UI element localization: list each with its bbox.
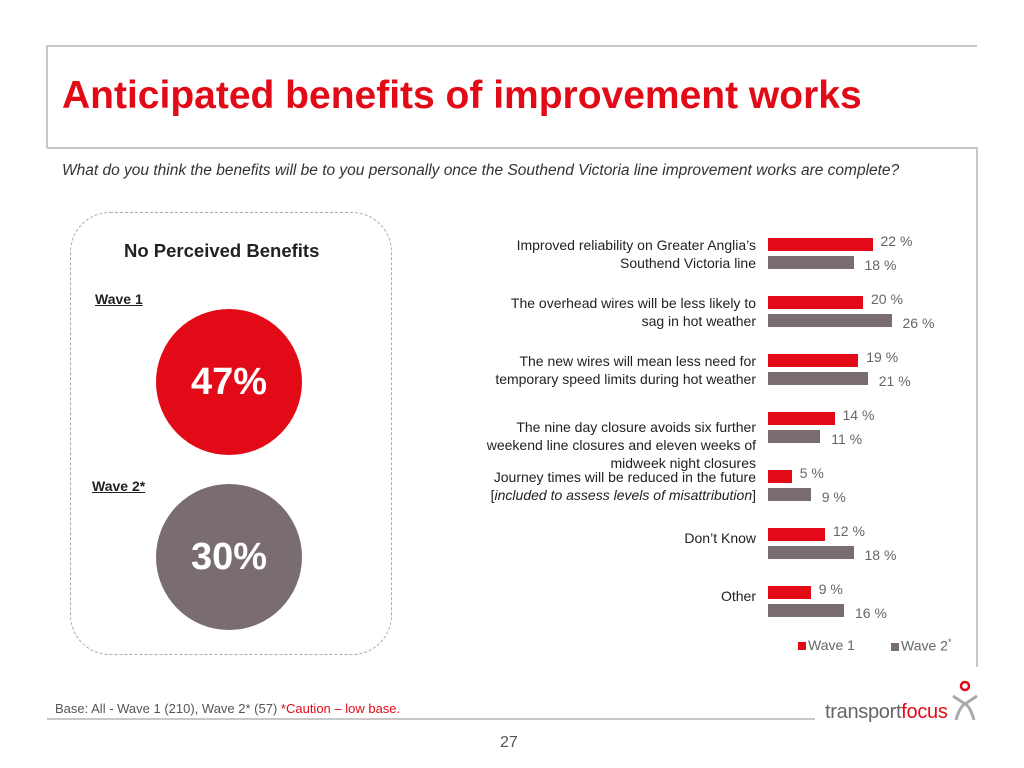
category-label-line: Improved reliability on Greater Anglia’s: [516, 237, 756, 253]
bar-wave2: [768, 546, 854, 559]
page-number: 27: [500, 734, 518, 751]
frame-top-line: [47, 45, 977, 47]
data-label: 5 %: [799, 465, 824, 481]
no-benefits-panel: [70, 212, 392, 655]
legend-wave2-label: Wave 2: [901, 637, 948, 654]
category-label: Other: [721, 587, 756, 605]
base-text: Base: All - Wave 1 (210), Wave 2* (57): [55, 701, 281, 716]
caution-text: *Caution – low base.: [280, 701, 401, 716]
bar-wave1: [768, 528, 825, 541]
wave2-value: 30%: [190, 535, 268, 578]
data-label: 11 %: [831, 431, 863, 447]
bar-wave1: [768, 470, 792, 483]
data-label: 26 %: [902, 315, 935, 331]
data-label: 9 %: [818, 581, 843, 597]
category-label-line: Journey times will be reduced in the fut…: [493, 469, 756, 485]
logo-text-focus: focus: [901, 701, 948, 723]
category-label-line: sag in hot weather: [641, 313, 756, 329]
legend-wave1-label: Wave 1: [808, 637, 855, 653]
bar-wave2: [768, 314, 892, 327]
category-label: Improved reliability on Greater Anglia’s…: [517, 236, 756, 272]
category-label: Don’t Know: [684, 529, 756, 547]
logo-text-transport: transport: [825, 701, 902, 723]
category-label: Journey times will be reduced in the fut…: [491, 468, 756, 504]
data-label: 14 %: [842, 407, 875, 423]
legend-swatch-wave1: [798, 642, 806, 650]
category-label: The new wires will mean less need for tem…: [495, 352, 756, 388]
data-label: 19 %: [866, 349, 899, 365]
bar-wave2: [768, 256, 854, 269]
category-label-line: midweek night closures: [610, 455, 756, 471]
category-label-line: The nine day closure avoids six further: [516, 419, 756, 435]
footer-line: [47, 718, 815, 720]
category-label-line: The new wires will mean less need for: [519, 353, 756, 369]
bar-wave1: [768, 586, 811, 599]
category-label-line: The overhead wires will be less likely t…: [510, 295, 756, 311]
wave1-label: Wave 1: [95, 291, 143, 307]
category-label-line: weekend line closures and eleven weeks o…: [486, 437, 756, 453]
data-label: 22 %: [880, 233, 913, 249]
bar-wave2: [768, 604, 844, 617]
data-label: 18 %: [864, 547, 897, 563]
data-label: 12 %: [833, 523, 865, 539]
data-label: 21 %: [878, 373, 911, 389]
frame-left-line: [46, 45, 48, 148]
frame-mid-line: [47, 147, 977, 149]
data-label: 18 %: [864, 257, 897, 273]
wave2-circle: 30%: [156, 484, 302, 630]
category-label-line: [included to assess levels of misattribu…: [490, 487, 756, 503]
frame-right-line: [976, 147, 978, 667]
legend-swatch-wave2: [891, 642, 899, 651]
bar-wave2: [768, 372, 868, 385]
base-note: Base: All - Wave 1 (210), Wave 2* (57) *…: [55, 701, 400, 716]
legend-wave1: Wave 1: [798, 637, 855, 653]
category-label: The overhead wires will be less likely t…: [511, 294, 756, 330]
survey-question: What do you think the benefits will be t…: [62, 162, 900, 179]
no-benefits-heading: No Perceived Benefits: [124, 240, 320, 261]
legend-wave2: Wave 2*: [891, 637, 951, 654]
data-label: 9 %: [821, 489, 846, 505]
category-label-line: Other: [720, 588, 756, 604]
data-label: 16 %: [855, 605, 887, 621]
wave1-circle: 47%: [156, 309, 302, 455]
category-label-line: Don’t Know: [684, 530, 756, 546]
bar-wave1: [768, 354, 859, 367]
wave2-label: Wave 2*: [92, 478, 146, 494]
wave1-value: 47%: [190, 360, 268, 403]
category-label-line: Southend Victoria line: [620, 255, 756, 271]
transportfocus-logo: transportfocus: [825, 701, 948, 724]
data-label: 20 %: [871, 291, 903, 307]
bar-wave2: [768, 430, 821, 443]
bar-wave1: [768, 412, 835, 425]
bar-wave1: [768, 238, 873, 251]
page-title: Anticipated benefits of improvement work…: [62, 74, 862, 117]
bar-wave2: [768, 488, 811, 501]
bar-wave1: [768, 296, 863, 309]
category-label: The nine day closure avoids six further w…: [487, 418, 756, 472]
category-label-line: temporary speed limits during hot weathe…: [495, 371, 756, 387]
transportfocus-logo-icon: [952, 680, 978, 721]
legend-wave2-mark: *: [947, 637, 952, 647]
